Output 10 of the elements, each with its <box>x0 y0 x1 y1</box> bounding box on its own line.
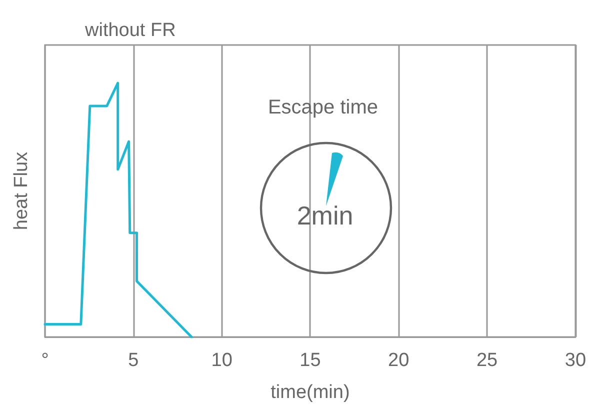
chart-title: without FR <box>84 20 176 41</box>
x-tick-label: 25 <box>476 350 498 371</box>
x-tick-label: 15 <box>300 350 321 371</box>
x-axis-title: time(min) <box>270 382 350 403</box>
x-tick-label: 20 <box>388 350 410 371</box>
x-tick-label: ° <box>41 350 49 371</box>
x-tick-label: 5 <box>128 350 139 371</box>
x-tick-label: 30 <box>564 350 586 371</box>
x-tick-label: 10 <box>211 350 232 371</box>
y-axis-title: heat Flux <box>11 151 32 230</box>
